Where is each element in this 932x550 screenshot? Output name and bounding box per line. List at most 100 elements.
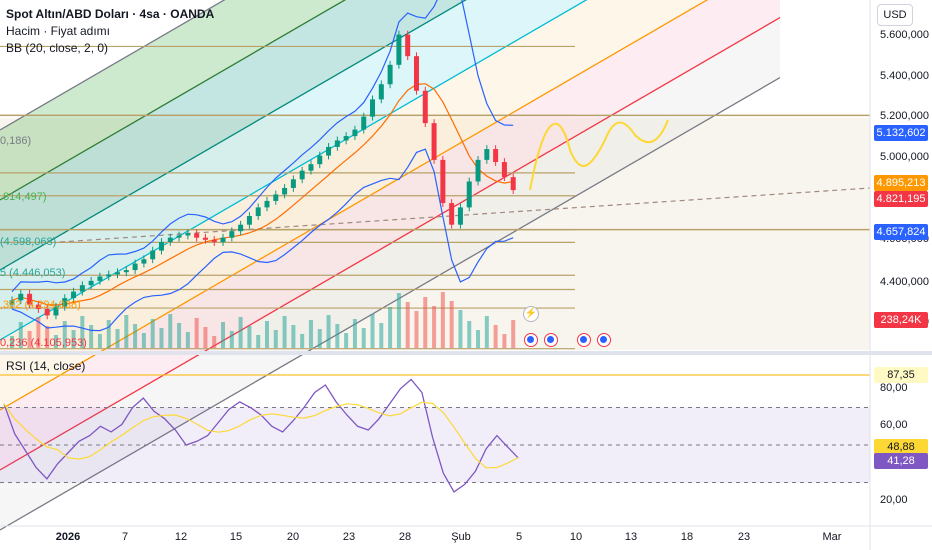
candle-body [475,159,481,182]
flash-event-icon[interactable]: ⚡ [523,306,539,322]
time-axis-tick: 28 [398,531,412,543]
candle-body [62,298,68,307]
candle-body [422,90,428,124]
economic-event-icon[interactable] [524,333,538,347]
candle-body [194,233,200,238]
candle-body [431,123,437,160]
candle-body [317,155,323,165]
price-axis-tick: 5.600,000 [880,29,929,41]
volume-bar [247,326,252,348]
volume-bar [282,316,287,348]
volume-indicator-label[interactable]: Hacim · Fiyat adımı [6,24,111,38]
economic-event-icon[interactable] [577,333,591,347]
volume-bar [229,331,234,348]
candle-body [290,179,296,188]
volume-bar [335,324,340,348]
candle-body [370,99,376,117]
volume-bar [36,317,41,348]
volume-bar [440,292,445,348]
rsi-axis-tick: 60,00 [880,419,908,432]
price-axis-tick: 5.200,000 [880,110,929,122]
volume-bar [141,333,146,348]
candle-body [238,224,244,232]
fib-band [0,17,780,531]
price-tag: 4.821,195 [874,191,928,207]
volume-bar [18,322,23,348]
candle-body [35,304,41,309]
volume-bar [168,314,173,348]
rsi-value-tag: 41,28 [874,453,928,470]
volume-bar [238,317,243,348]
fib-level-label: (4.598,068) [0,236,57,248]
currency-button[interactable]: USD [877,4,913,26]
time-axis-tick: 7 [121,531,129,543]
candle-body [449,203,455,225]
bollinger-basis [11,83,514,306]
volume-bar [388,307,393,348]
fib-level-label: ,382 (4.294,038) [0,299,81,311]
time-axis-tick: Mar [822,531,842,543]
channel-line [0,0,467,271]
candle-body [115,272,121,275]
price-tag: 238,24K [874,312,928,328]
volume-bar [423,297,428,348]
candle-body [123,270,129,273]
symbol-title[interactable]: Spot Altın/ABD Doları · 4sa · OANDA [6,7,215,21]
bollinger-bands-label[interactable]: BB (20, close, 2, 0) [6,41,109,55]
candle-body [185,233,191,236]
candle-body [299,170,305,180]
candle-body [413,56,419,91]
fib-level-label: 5 (4.446,053) [0,267,66,279]
candle-body [255,207,261,217]
candle-body [334,140,340,147]
candle-body [88,280,94,286]
volume-bar [317,329,322,348]
candle-body [220,237,226,242]
volume-bar [185,332,190,348]
volume-bar [308,320,313,348]
bollinger-upper [11,0,514,293]
candle-body [27,293,33,305]
candle-body [246,216,252,225]
candle-body [493,149,499,163]
fib-level-label: 0,236 (4.105,953) [0,337,87,349]
rsi-indicator-label[interactable]: RSI (14, close) [6,359,86,373]
volume-bar [396,293,401,348]
candle-body [158,241,164,251]
candle-body [501,162,507,178]
volume-bar [414,311,419,348]
volume-bar [502,334,507,348]
candle-body [53,306,59,316]
candle-body [282,187,288,195]
candle-body [106,274,112,277]
rsi-axis-tick: 80,00 [880,381,908,394]
chart-legend: Spot Altın/ABD Doları · 4sa · OANDA Haci… [6,6,214,57]
candle-body [97,276,103,281]
channel-line [0,0,347,201]
candle-body [326,146,332,156]
economic-event-icon[interactable] [544,333,558,347]
economic-event-icon[interactable] [597,333,611,347]
time-axis-tick: 23 [342,531,356,543]
volume-bar [221,322,226,348]
volume-bar [352,319,357,348]
price-tag: 4.657,824 [874,224,928,240]
volume-bar [432,306,437,348]
candle-body [264,200,270,208]
volume-bar [80,316,85,348]
candle-body [211,239,217,242]
rsi-ma-line [3,401,519,469]
volume-bar [10,336,14,348]
volume-bar [89,325,94,348]
candle-body [167,237,173,242]
channel-line [0,17,781,471]
volume-bar [212,336,217,348]
volume-bar [449,301,454,348]
volume-bar [370,314,375,348]
candle-body [510,177,516,191]
time-axis-tick: 2026 [55,531,81,543]
candle-body [457,207,463,225]
candle-body [229,231,235,238]
time-axis-tick: 12 [174,531,188,543]
